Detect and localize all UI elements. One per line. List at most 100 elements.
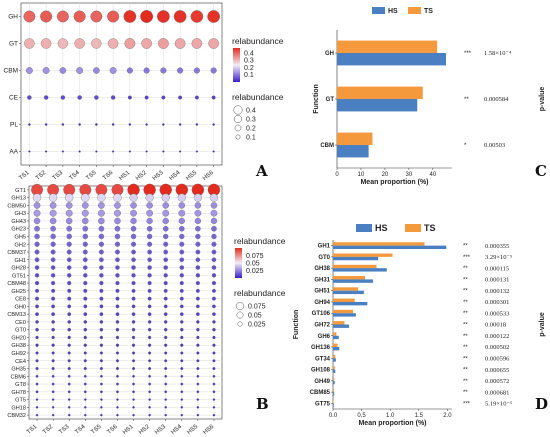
- bubble-point: [67, 320, 71, 324]
- bubble-point: [114, 233, 121, 240]
- legend-swatch-hs: [372, 7, 385, 14]
- bubble-point: [196, 304, 200, 309]
- color-legend-label: 0.075: [246, 253, 264, 260]
- bubble-point: [40, 38, 52, 49]
- bubble-point: [50, 249, 56, 255]
- y-tick-label: CBM37: [7, 250, 26, 256]
- category-label: GH51: [314, 289, 330, 295]
- bubble-point: [100, 398, 103, 401]
- color-legend-title: relabundance: [234, 236, 286, 246]
- bubble-point: [148, 374, 151, 378]
- x-tick-label: 20: [382, 172, 389, 178]
- bubble-point: [212, 288, 216, 293]
- bubble-point: [83, 312, 88, 317]
- bubble-point: [97, 209, 105, 217]
- bubble-point: [163, 273, 168, 278]
- bubble-point: [141, 38, 152, 49]
- plot-frame: [20, 2, 223, 166]
- bubble-point: [162, 202, 169, 209]
- bubble-point: [147, 281, 152, 286]
- bubble-point: [132, 398, 135, 401]
- bubble-point: [212, 374, 216, 378]
- bubble-point: [210, 217, 218, 225]
- bubble-point: [128, 150, 131, 153]
- bubble-point: [115, 257, 120, 263]
- x-tick-label: TS1: [26, 424, 39, 436]
- bar-hs: [333, 369, 336, 373]
- bar-ts: [333, 242, 425, 246]
- category-label: CBM: [320, 143, 334, 149]
- x-tick-label: TS1: [18, 170, 31, 182]
- bubble-point: [115, 312, 120, 317]
- color-legend-label: 0.05: [246, 260, 260, 267]
- bubble-point: [34, 249, 40, 255]
- y-tick-label: GH78: [11, 390, 26, 396]
- y-tick-label: GH5: [14, 234, 26, 240]
- bar-hs: [333, 358, 336, 362]
- bubble-point: [115, 320, 120, 324]
- bubble-point: [195, 288, 200, 293]
- bubble-point: [83, 281, 88, 286]
- bubble-point: [145, 193, 154, 202]
- x-tick-label: HS1: [118, 170, 131, 183]
- bars: [333, 242, 447, 407]
- bubble-point: [163, 288, 168, 293]
- bubble-point: [131, 265, 136, 270]
- size-legend-circle: [237, 321, 243, 327]
- bubble-point: [49, 217, 57, 225]
- bubble-point: [179, 273, 184, 278]
- bubble-point: [131, 249, 136, 255]
- bar-hs: [333, 324, 350, 328]
- bubble-point: [160, 67, 167, 74]
- bubble-point: [93, 67, 100, 74]
- bubble-point: [67, 296, 72, 301]
- x-tick-label: HS2: [138, 424, 151, 437]
- y-tick-label: CBM13: [7, 312, 26, 318]
- bubble-point: [35, 288, 40, 293]
- bubble-point: [147, 312, 152, 316]
- y-tick-label: CE: [9, 95, 19, 102]
- x-tick-label: HS5: [186, 424, 199, 437]
- y-tick-label: CE4: [15, 359, 26, 365]
- bubble-point: [61, 123, 65, 126]
- bubble-point: [196, 413, 200, 417]
- bubble-point: [99, 257, 104, 263]
- y-tick-label: CBM6: [10, 374, 26, 380]
- significance-marker: **: [463, 323, 468, 329]
- bubble-point: [195, 296, 200, 301]
- bubble-point: [162, 123, 165, 126]
- bubble-point: [99, 273, 104, 278]
- bar-hs: [333, 313, 356, 317]
- significance-marker: *: [464, 143, 467, 149]
- bubble-point: [66, 225, 73, 232]
- bubble-point: [147, 257, 152, 263]
- bubble-point: [193, 193, 202, 202]
- bubble-point: [164, 374, 168, 378]
- category-label: GH136: [311, 345, 331, 351]
- bubble-point: [107, 10, 120, 23]
- bubble-point: [211, 95, 216, 100]
- bubble-point: [132, 413, 135, 417]
- bubble-point: [45, 150, 48, 153]
- bubbles: [23, 10, 220, 153]
- bubble-point: [147, 241, 153, 247]
- significance-marker: **: [463, 368, 468, 374]
- bubble-point: [34, 257, 40, 263]
- bubble-point: [83, 390, 87, 394]
- bubble-point: [131, 343, 136, 347]
- bubble-point: [34, 233, 40, 240]
- bubble-point: [132, 406, 135, 409]
- bubble-point: [35, 359, 39, 363]
- bubble-point: [35, 335, 39, 340]
- bubble-point: [148, 343, 152, 347]
- bubble-point: [114, 202, 121, 209]
- category-label: GH1: [318, 244, 331, 250]
- y-tick-label: GT5: [15, 398, 26, 404]
- bubble-point: [115, 359, 119, 363]
- bubble-point: [196, 406, 200, 409]
- bubble-point: [116, 374, 119, 378]
- bubble-point: [66, 241, 72, 247]
- bar-hs: [333, 392, 335, 396]
- y-tick-label: GT: [9, 41, 18, 48]
- bubble-point: [99, 304, 104, 309]
